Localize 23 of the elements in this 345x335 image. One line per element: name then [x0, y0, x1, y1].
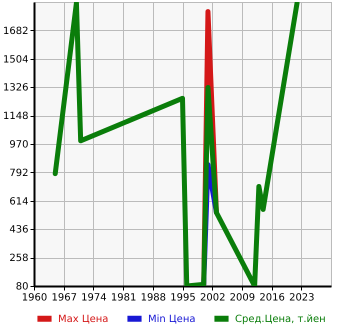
x-tick-label: 1974	[81, 292, 107, 304]
x-tick-label: 1960	[22, 292, 48, 304]
legend-label: Min Цена	[148, 314, 196, 325]
x-tick-label: 2002	[200, 292, 226, 304]
y-tick-label: 1148	[3, 111, 28, 122]
x-tick-label: 1981	[110, 292, 136, 304]
y-tick-label: 1326	[3, 82, 28, 94]
y-tick-label: 1504	[3, 54, 28, 66]
y-tick-label: 258	[9, 253, 28, 264]
y-tick-label: 436	[9, 224, 28, 236]
x-tick-label: 1995	[170, 292, 196, 304]
legend-label: Max Цена	[58, 314, 108, 325]
y-tick-label: 614	[9, 196, 28, 208]
y-tick-label: 970	[9, 140, 28, 150]
y-tick-label: 1682	[3, 26, 28, 37]
legend-label: Сред.Цена, т.йен	[235, 314, 326, 325]
y-tick-label: 792	[9, 168, 28, 179]
x-tick-label: 1967	[51, 292, 77, 304]
x-tick-label: 2016	[259, 292, 285, 304]
x-tick-label: 2023	[289, 292, 315, 304]
x-tick-label: 1988	[140, 292, 166, 304]
y-tick-label: 80	[16, 282, 28, 292]
x-tick-label: 2009	[230, 292, 256, 304]
